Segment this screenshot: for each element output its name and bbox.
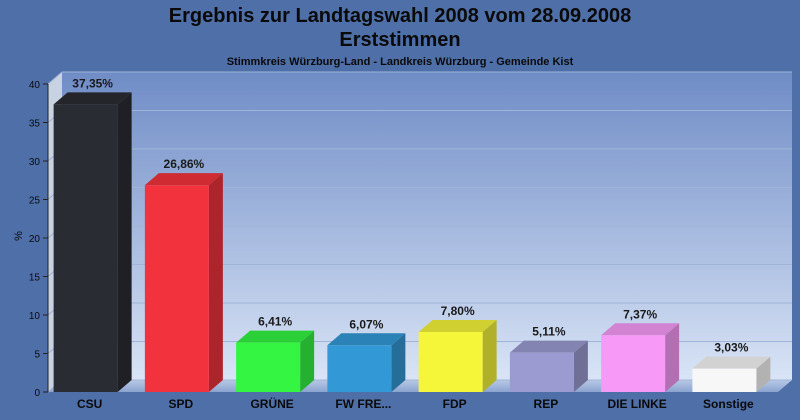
x-tick-label: REP [534, 397, 559, 411]
y-tick-label: 40 [29, 80, 41, 91]
data-label: 6,07% [349, 317, 383, 331]
bar-side [117, 92, 132, 392]
bar-top [327, 333, 406, 346]
bar-side [300, 330, 315, 392]
bar-fw-fre- [327, 333, 406, 392]
bar-top [601, 323, 680, 336]
y-axis: 0 5 10 15 20 25 30 35 40 [29, 80, 49, 399]
bar [236, 342, 301, 392]
data-label: 6,41% [258, 315, 292, 329]
bar-side [756, 356, 771, 392]
x-tick-label: CSU [77, 397, 102, 411]
y-tick-label: 15 [29, 273, 41, 284]
labels-layer: 37,35% CSU 26,86% SPD 6,41% GRÜNE 6,07% FW FRE.… [72, 76, 754, 411]
bar-gr-ne [236, 330, 315, 392]
bar-spd [144, 173, 223, 392]
bar-side [208, 173, 223, 392]
bar-side [391, 333, 406, 392]
bar-top [144, 173, 223, 186]
x-tick-label: GRÜNE [250, 396, 293, 411]
bar [327, 345, 392, 392]
y-tick-label: 30 [29, 157, 41, 168]
y-tick-label: 0 [34, 388, 40, 399]
bar [144, 185, 209, 392]
bar-side [482, 319, 497, 392]
bar-fdp [418, 319, 497, 392]
y-tick-label: 35 [29, 119, 41, 130]
bar [601, 335, 666, 392]
chart-title-line2: Erststimmen [339, 29, 460, 51]
bar-top [692, 356, 771, 369]
bar-top [236, 330, 315, 343]
bar-die-linke [601, 323, 680, 392]
bar [509, 352, 574, 392]
bar-rep [509, 340, 588, 392]
bars-layer [53, 92, 771, 392]
y-tick-label: 5 [34, 350, 40, 361]
x-tick-label: SPD [169, 397, 194, 411]
y-tick-label: 25 [29, 196, 41, 207]
x-tick-label: FDP [443, 397, 467, 411]
data-label: 37,35% [72, 76, 113, 90]
chart-title: Ergebnis zur Landtagswahl 2008 vom 28.09… [169, 5, 631, 27]
bar [53, 104, 118, 392]
bar-top [509, 340, 588, 353]
bar-side [573, 340, 588, 392]
bar [692, 368, 757, 392]
bar-top [53, 92, 132, 105]
x-tick-label: DIE LINKE [607, 397, 666, 411]
y-tick-label: 20 [29, 234, 41, 245]
data-label: 26,86% [164, 157, 205, 171]
data-label: 5,11% [532, 325, 566, 339]
bar-top [418, 319, 497, 332]
chart-subtitle: Stimmkreis Würzburg-Land - Landkreis Wür… [227, 56, 574, 68]
bar [418, 331, 483, 392]
bar-sonstige [692, 356, 771, 392]
data-label: 7,37% [623, 307, 657, 321]
x-tick-label: Sonstige [703, 397, 754, 411]
data-label: 7,80% [441, 304, 475, 318]
y-axis-label: % [13, 231, 25, 241]
bar-side [665, 323, 680, 392]
gridline-side [47, 71, 63, 85]
x-tick-label: FW FRE... [335, 397, 391, 411]
data-label: 3,03% [714, 341, 748, 355]
bar-csu [53, 92, 132, 392]
y-tick-label: 10 [29, 311, 41, 322]
